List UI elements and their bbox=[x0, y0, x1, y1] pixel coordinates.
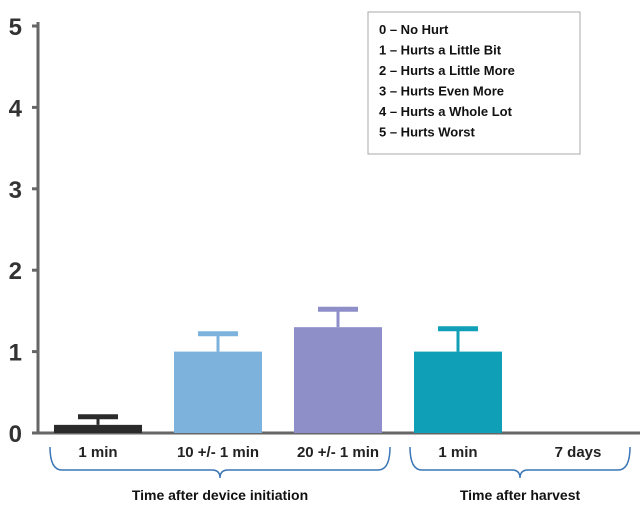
bar bbox=[174, 351, 262, 433]
error-bars bbox=[78, 306, 478, 425]
legend-box bbox=[367, 11, 581, 155]
legend-item: 1 – Hurts a Little Bit bbox=[379, 43, 502, 58]
x-tick-label: 20 +/- 1 min bbox=[297, 444, 379, 461]
bar bbox=[414, 351, 502, 433]
y-tick-label: 3 bbox=[9, 177, 22, 204]
x-tick-label: 7 days bbox=[555, 444, 602, 461]
group-bracket bbox=[49, 446, 391, 479]
group-label: Time after harvest bbox=[460, 487, 581, 503]
y-tick-label: 4 bbox=[9, 95, 23, 122]
group-bracket bbox=[409, 446, 631, 479]
bar bbox=[54, 424, 142, 433]
group-label: Time after device initiation bbox=[132, 487, 308, 503]
bar bbox=[294, 327, 382, 433]
y-tick-label: 5 bbox=[9, 14, 22, 41]
legend-item: 4 – Hurts a Whole Lot bbox=[379, 104, 513, 119]
x-tick-label: 10 +/- 1 min bbox=[177, 444, 259, 461]
group-brackets: Time after device initiation Time after h… bbox=[49, 446, 631, 503]
bars bbox=[54, 327, 502, 433]
legend-item: 5 – Hurts Worst bbox=[379, 125, 476, 140]
legend: 0 – No Hurt 1 – Hurts a Little Bit 2 – Hur… bbox=[367, 11, 581, 155]
legend-item: 0 – No Hurt bbox=[379, 22, 449, 37]
x-tick-label: 1 min bbox=[438, 444, 477, 461]
y-tick-label: 1 bbox=[9, 340, 22, 367]
y-tick-label: 2 bbox=[9, 258, 22, 285]
x-tick-labels: 1 min 10 +/- 1 min 20 +/- 1 min 1 min 7 days bbox=[78, 444, 601, 461]
y-tick-labels: 0 1 2 3 4 5 bbox=[9, 14, 23, 448]
y-tick-label: 0 bbox=[9, 421, 22, 448]
x-tick-label: 1 min bbox=[78, 444, 117, 461]
legend-item: 2 – Hurts a Little More bbox=[379, 63, 515, 78]
legend-item: 3 – Hurts Even More bbox=[379, 84, 504, 99]
